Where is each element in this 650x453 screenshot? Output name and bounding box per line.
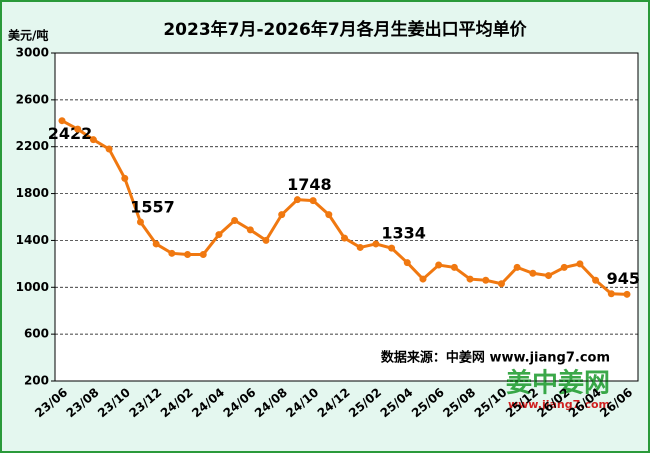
data-label: 1334 [381,224,426,243]
logo-url: www.jiang7.com [508,398,610,411]
point [623,290,631,298]
point [560,263,568,271]
point [199,250,207,258]
data-label: 945 [607,269,640,288]
point [403,259,411,267]
y-tick-label: 3000 [16,46,49,60]
y-tick-label: 600 [24,327,49,341]
point [388,244,396,252]
point [58,117,66,125]
data-label: 2422 [48,124,93,143]
point [466,275,474,283]
point [105,145,113,153]
chart-title: 2023年7月-2026年7月各月生姜出口平均单价 [163,19,527,40]
point [293,196,301,204]
point [607,290,615,298]
point [576,260,584,268]
y-tick-label: 2600 [16,92,49,106]
point [121,174,129,182]
point [262,236,270,244]
data-label: 1748 [287,175,332,194]
point [372,240,380,248]
y-tick-label: 1400 [16,233,49,247]
point [184,250,192,258]
point [482,276,490,284]
point [89,136,97,144]
point [215,231,223,239]
y-tick-label: 200 [24,374,49,388]
y-tick-label: 2200 [16,139,49,153]
point [450,263,458,271]
point [497,280,505,288]
point [545,272,553,280]
point [529,269,537,277]
point [74,125,82,133]
point [419,275,427,283]
y-axis-label: 美元/吨 [8,28,48,43]
point [168,249,176,257]
plot-area [54,52,639,382]
point [152,240,160,248]
point [278,211,286,219]
point [513,263,521,271]
logo: 姜中姜网 [506,368,610,399]
point [309,197,317,205]
point [356,243,364,251]
point [231,217,239,225]
source-note: 数据来源：中姜网 www.jiang7.com [381,350,610,366]
data-label: 1557 [130,198,175,217]
point [136,218,144,226]
point [435,261,443,269]
point [341,234,348,242]
y-tick-label: 1000 [16,280,49,294]
point [592,276,600,284]
y-tick-label: 1800 [16,186,49,200]
point [325,211,333,219]
point [246,226,254,234]
